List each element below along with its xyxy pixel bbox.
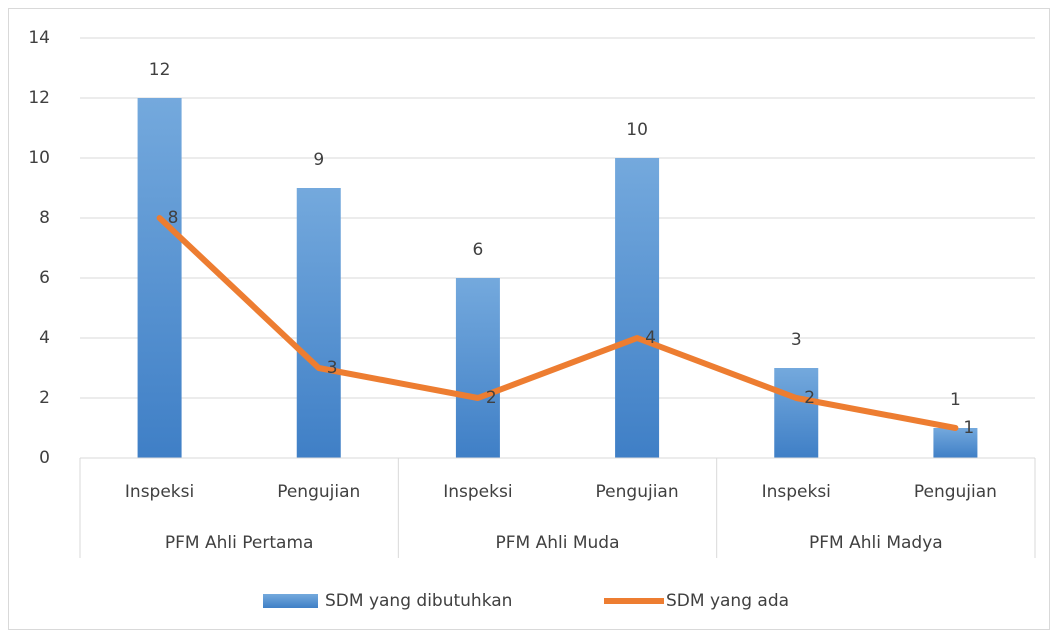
x-tick-label: Inspeksi [443,482,512,502]
y-tick-label: 8 [39,208,50,228]
y-tick-label: 12 [28,88,50,108]
data-label: 8 [168,208,179,228]
x-tick-label: Pengujian [596,482,679,502]
y-tick-label: 4 [39,328,50,348]
data-label: 1 [963,418,974,438]
group-label: PFM Ahli Pertama [165,533,314,553]
data-label: 3 [327,358,338,378]
data-label: 10 [626,120,648,140]
data-label: 2 [804,388,815,408]
y-tick-label: 10 [28,148,50,168]
x-tick-label: Pengujian [914,482,997,502]
data-label: 1 [950,390,961,410]
x-tick-label: Inspeksi [125,482,194,502]
data-label: 2 [486,388,497,408]
group-label: PFM Ahli Madya [809,533,943,553]
y-tick-label: 14 [28,28,50,48]
bar [615,158,660,458]
data-label: 9 [313,150,324,170]
bar [455,278,500,458]
data-label: 6 [473,240,484,260]
legend-swatch [263,594,318,608]
x-tick-label: Inspeksi [762,482,831,502]
data-label: 4 [645,328,656,348]
y-tick-label: 0 [39,448,50,468]
legend-label: SDM yang dibutuhkan [325,591,512,611]
group-label: PFM Ahli Muda [495,533,619,553]
chart-border [8,8,1050,630]
bar [933,428,978,458]
data-label: 12 [149,60,171,80]
y-tick-label: 6 [39,268,50,288]
bar [296,188,341,458]
line [156,215,959,431]
y-tick-label: 2 [39,388,50,408]
bar [774,368,819,458]
bar [137,98,182,458]
legend-label: SDM yang ada [666,591,789,611]
data-label: 3 [791,330,802,350]
x-tick-label: Pengujian [277,482,360,502]
